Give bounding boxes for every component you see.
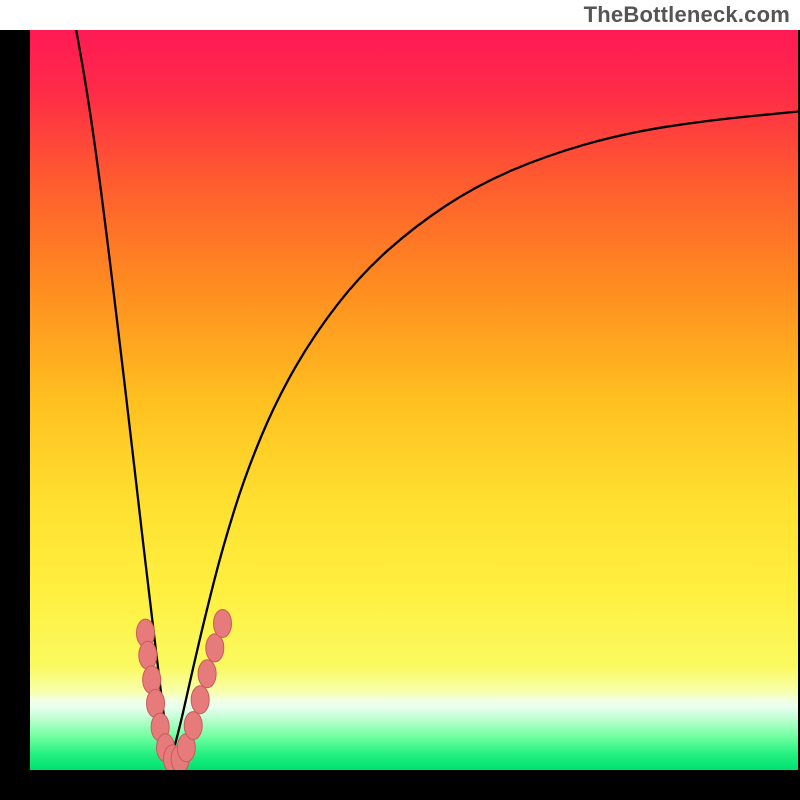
data-marker [198,660,216,688]
data-marker [184,712,202,740]
bottleneck-curve-plot [30,30,800,770]
watermark-label: TheBottleneck.com [584,2,790,28]
frame-border-bottom [0,770,800,800]
chart-frame: TheBottleneck.com [0,0,800,800]
data-marker [206,634,224,662]
data-marker [139,641,157,669]
data-marker [214,609,232,637]
frame-border-left [0,30,30,800]
data-marker [191,686,209,714]
